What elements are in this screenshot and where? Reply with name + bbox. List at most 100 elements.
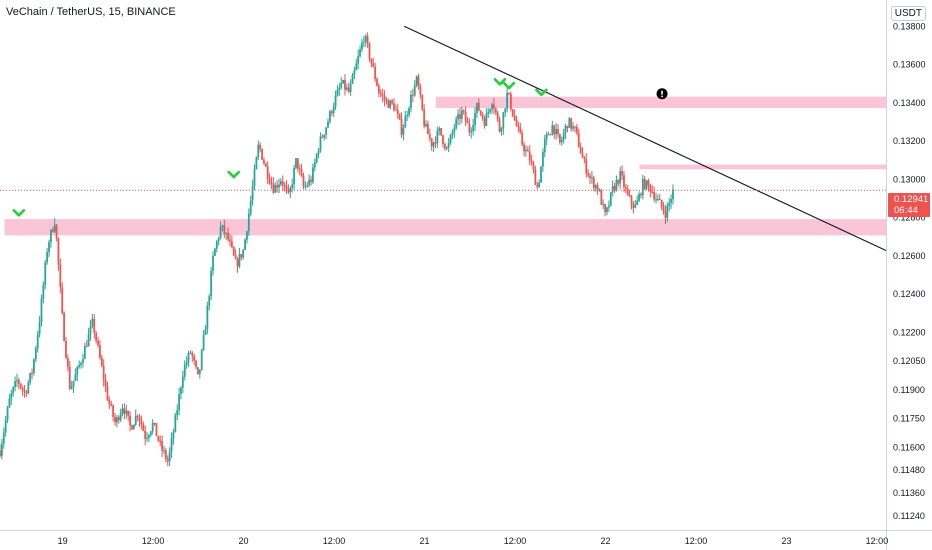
price-tick-label: 0.12400: [893, 289, 926, 299]
candle-body: [474, 113, 476, 126]
candle-body: [70, 386, 73, 389]
candle-body: [345, 87, 348, 90]
candle-body: [342, 79, 344, 84]
price-tick-label: 0.13000: [893, 174, 926, 184]
candle-body: [106, 386, 109, 401]
candle-body: [74, 374, 77, 381]
candle-body: [0, 450, 1, 456]
candle-body: [153, 422, 156, 424]
candle-body: [487, 111, 490, 114]
candle-body: [65, 340, 67, 358]
candle-body: [148, 435, 150, 439]
candle-body: [80, 362, 82, 365]
candle-body: [315, 154, 318, 163]
symbol-title[interactable]: VeChain / TetherUS, 15, BINANCE: [6, 6, 176, 18]
candle-body: [270, 182, 273, 184]
candle-body: [285, 185, 288, 189]
candle-body: [662, 206, 665, 212]
time-tick-label: 12:00: [504, 536, 527, 546]
candle-body: [23, 389, 26, 392]
candle-body: [14, 381, 16, 388]
candle-body: [102, 365, 105, 380]
candle-body: [641, 178, 644, 196]
candle-body: [42, 284, 45, 299]
candle-body: [427, 123, 429, 135]
candle-body: [236, 259, 239, 267]
candle-body: [432, 142, 435, 147]
time-tick-label: 20: [239, 536, 249, 546]
candle-body: [636, 200, 639, 206]
candle-body: [134, 415, 137, 425]
candle-body: [51, 229, 54, 232]
candle-body: [372, 63, 375, 67]
candle-body: [244, 239, 246, 250]
candle-body: [396, 109, 399, 114]
candle-body: [198, 369, 201, 374]
candle-body: [310, 179, 312, 182]
candle-body: [338, 87, 341, 90]
candle-body: [591, 177, 593, 179]
candle-body: [519, 127, 522, 133]
candle-body: [31, 372, 33, 374]
candle-body: [12, 387, 15, 394]
candle-body: [272, 183, 275, 193]
candle-body: [623, 175, 625, 188]
check-marker-icon: [502, 81, 516, 90]
candle-body: [451, 132, 454, 136]
currency-button[interactable]: USDT: [890, 6, 926, 21]
candle-body: [212, 255, 214, 271]
candle-body: [385, 99, 388, 101]
candle-body: [594, 185, 597, 188]
candle-body: [366, 36, 369, 44]
candle-body: [664, 211, 667, 218]
candle-body: [183, 364, 186, 377]
candle-body: [374, 66, 377, 80]
candle-body: [376, 79, 378, 87]
candle-body: [542, 152, 544, 167]
candle-body: [89, 325, 92, 335]
zones-layer: [4, 96, 887, 236]
overlay-layer: [0, 25, 887, 251]
candle-body: [415, 76, 418, 86]
candle-body: [82, 358, 84, 363]
candle-body: [459, 114, 461, 119]
candle-body: [670, 199, 672, 203]
candle-body: [114, 416, 116, 423]
candle-body: [317, 150, 320, 155]
candle-body: [330, 111, 333, 114]
candle-body: [560, 140, 563, 143]
candle-body: [575, 126, 578, 133]
candle-body: [187, 352, 190, 363]
candle-body: [404, 115, 407, 128]
candle-body: [489, 109, 492, 112]
candle-body: [509, 93, 512, 110]
candle-body: [402, 127, 405, 135]
candle-body: [274, 185, 277, 193]
candle-body: [523, 144, 525, 152]
candle-body: [255, 157, 258, 170]
candle-body: [344, 79, 346, 90]
candle-body: [112, 405, 115, 417]
candle-body: [460, 110, 463, 119]
price-tick-label: 0.12050: [893, 356, 926, 366]
candle-body: [479, 110, 482, 115]
candle-body: [146, 438, 148, 440]
candle-body: [332, 106, 335, 114]
candle-body: [214, 248, 216, 256]
candle-body: [413, 85, 416, 96]
candle-body: [577, 132, 580, 148]
candle-body: [525, 149, 527, 152]
support-resistance-zone: [639, 164, 886, 170]
candle-body: [496, 112, 499, 120]
candle-body: [249, 200, 252, 214]
candle-body: [127, 410, 130, 416]
candle-body: [170, 438, 173, 452]
candle-body: [219, 226, 222, 238]
check-marker-icon: [493, 77, 507, 86]
candle-body: [481, 114, 484, 119]
candle-body: [619, 171, 622, 184]
candle-body: [119, 413, 122, 421]
candle-body: [238, 254, 241, 267]
candle-body: [0, 443, 3, 456]
